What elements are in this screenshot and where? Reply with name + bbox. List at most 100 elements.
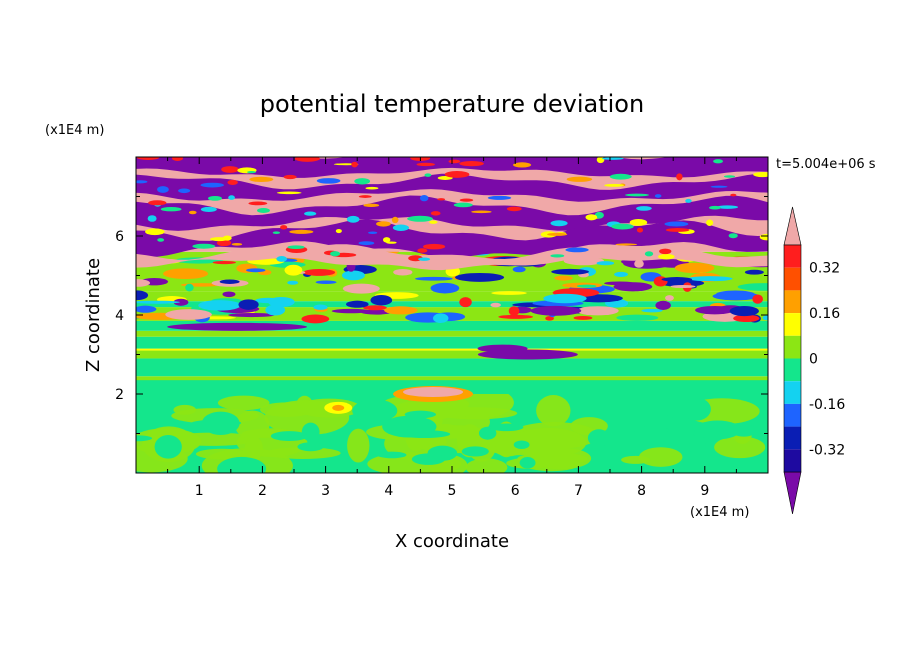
colorbar-label: 0 xyxy=(809,352,818,368)
contour-field xyxy=(136,157,768,473)
x-axis-label: X coordinate xyxy=(395,531,509,552)
field-blob xyxy=(276,191,302,195)
x-tick-label: 5 xyxy=(448,483,457,499)
field-blob xyxy=(670,284,696,289)
field-blob xyxy=(536,395,571,427)
field-band xyxy=(136,350,768,359)
field-blob xyxy=(217,456,267,473)
field-blob xyxy=(257,208,270,213)
field-blob xyxy=(604,281,635,286)
field-blob xyxy=(676,173,683,181)
field-blob xyxy=(270,431,308,442)
field-blob xyxy=(752,294,763,304)
field-blob xyxy=(248,201,268,206)
field-blob xyxy=(195,448,248,460)
field-band xyxy=(136,330,768,337)
field-blob xyxy=(358,195,372,198)
field-blob xyxy=(227,179,238,185)
field-blob xyxy=(491,291,527,295)
field-blob xyxy=(716,205,739,209)
field-blob xyxy=(363,305,387,311)
field-blob xyxy=(508,306,520,316)
field-blob xyxy=(219,279,240,284)
field-band xyxy=(136,291,768,302)
field-blob xyxy=(188,210,197,215)
field-blob xyxy=(231,243,243,246)
field-blob xyxy=(272,231,281,234)
x-tick-label: 4 xyxy=(384,483,393,499)
field-blob xyxy=(543,293,587,304)
field-blob xyxy=(289,229,314,234)
field-blob xyxy=(430,211,441,216)
field-blob xyxy=(636,227,644,233)
field-blob xyxy=(201,411,240,435)
field-blob xyxy=(498,314,534,319)
field-blob xyxy=(136,180,148,184)
field-blob xyxy=(147,215,157,222)
field-blob xyxy=(363,203,380,208)
field-layer xyxy=(136,219,768,258)
field-blob xyxy=(376,221,391,227)
field-blob xyxy=(682,397,711,421)
field-blob xyxy=(392,224,410,231)
field-blob xyxy=(391,216,399,224)
field-blob xyxy=(576,306,619,316)
field-band xyxy=(136,358,768,377)
colorbar-bin xyxy=(784,426,801,450)
field-blob xyxy=(160,207,182,212)
field-blob xyxy=(255,297,282,304)
field-blob xyxy=(573,315,593,320)
field-blob xyxy=(713,159,724,164)
field-blob xyxy=(616,314,659,321)
field-blob xyxy=(173,298,189,306)
field-blob xyxy=(585,214,598,221)
field-blob xyxy=(148,200,167,206)
x-tick-label: 6 xyxy=(511,483,520,499)
field-blob xyxy=(530,305,582,316)
x-tick-label: 9 xyxy=(700,483,709,499)
field-blob xyxy=(737,283,768,291)
field-blob xyxy=(370,295,393,306)
field-blob xyxy=(665,295,674,301)
field-blob xyxy=(723,175,736,178)
colorbar-label: -0.16 xyxy=(809,397,845,413)
field-blob xyxy=(609,173,632,180)
colorbar-label: -0.32 xyxy=(809,442,845,458)
field-blob xyxy=(465,458,508,473)
field-blob xyxy=(249,176,274,183)
field-blob xyxy=(634,259,644,268)
field-blob xyxy=(471,210,492,214)
field-blob xyxy=(136,157,160,160)
field-blob xyxy=(283,174,297,180)
field-blob xyxy=(615,243,638,246)
field-blob xyxy=(596,157,605,164)
field-blob xyxy=(313,304,328,310)
field-blob xyxy=(228,195,235,200)
colorbar-bin xyxy=(784,290,801,314)
field-blob xyxy=(506,206,522,212)
field-blob xyxy=(377,451,407,459)
field-blob xyxy=(587,429,610,447)
field-blob xyxy=(185,283,194,292)
field-blob xyxy=(352,399,398,423)
field-blob xyxy=(200,182,224,188)
field-blob xyxy=(341,270,365,281)
field-blob xyxy=(461,446,489,457)
field-blob xyxy=(665,228,690,232)
field-blob xyxy=(200,206,217,212)
field-blob xyxy=(222,291,236,298)
x-tick-label: 2 xyxy=(258,483,267,499)
field-blob xyxy=(636,206,652,211)
field-blob xyxy=(417,248,428,253)
field-blob xyxy=(576,284,597,288)
time-label: t=5.004e+06 s xyxy=(776,157,876,172)
colorbar-bin xyxy=(784,267,801,291)
field-blob xyxy=(167,322,308,331)
field-blob xyxy=(136,435,153,442)
field-blob xyxy=(604,183,624,187)
field-blob xyxy=(602,157,624,160)
field-blob xyxy=(415,276,453,281)
field-blob xyxy=(386,241,397,244)
field-blob xyxy=(294,157,320,162)
